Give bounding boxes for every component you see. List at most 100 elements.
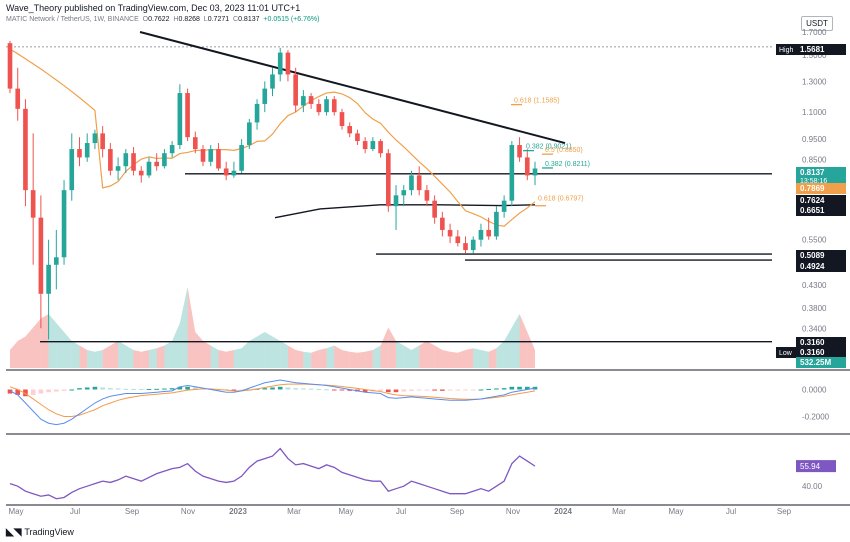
candle-body bbox=[316, 103, 322, 113]
macd-histogram-bar bbox=[277, 386, 283, 390]
volume-area-segment bbox=[457, 350, 466, 368]
macd-histogram-bar bbox=[231, 389, 237, 391]
volume-area-segment bbox=[380, 327, 389, 368]
macd-histogram-bar bbox=[30, 389, 36, 395]
fib-level-label: 0.382 (0.9021) bbox=[526, 144, 572, 151]
candle-body bbox=[30, 190, 36, 218]
candle-body bbox=[370, 141, 376, 150]
volume-area-segment bbox=[419, 341, 427, 368]
volume-area-segment bbox=[326, 345, 335, 368]
candle-body bbox=[440, 217, 445, 230]
candle-body bbox=[339, 112, 345, 127]
time-axis-label: 2023 bbox=[229, 507, 247, 516]
fib-level-label: 0.382 (0.8211) bbox=[545, 161, 590, 168]
candle-body bbox=[478, 229, 484, 240]
macd-histogram-bar bbox=[347, 389, 353, 391]
candle-body bbox=[100, 133, 105, 150]
fib-level-label: 0.5 (0.8850) bbox=[545, 147, 583, 154]
candle-body bbox=[501, 200, 507, 212]
candle-body bbox=[455, 236, 461, 244]
candle-body bbox=[108, 149, 113, 171]
macd-histogram-bar bbox=[339, 389, 345, 391]
macd-histogram-bar bbox=[108, 388, 113, 390]
candle-body bbox=[185, 93, 190, 138]
volume-area-segment bbox=[334, 345, 342, 368]
macd-histogram-bar bbox=[447, 389, 453, 391]
price-label-tag-box bbox=[776, 347, 798, 358]
macd-histogram-bar bbox=[424, 389, 430, 391]
macd-histogram-bar bbox=[501, 388, 507, 390]
candle-body bbox=[277, 52, 283, 75]
macd-signal-line bbox=[9, 383, 536, 417]
macd-histogram-bar bbox=[262, 388, 268, 390]
volume-area-segment bbox=[187, 287, 196, 368]
macd-histogram-bar bbox=[92, 386, 98, 390]
price-label-box bbox=[796, 250, 846, 261]
macd-histogram-bar bbox=[486, 388, 491, 390]
price-label-box bbox=[796, 261, 846, 272]
volume-area-segment bbox=[465, 348, 474, 368]
price-label-value: 0.3160 bbox=[800, 348, 825, 357]
candle-body bbox=[162, 153, 167, 167]
candle-body bbox=[223, 168, 229, 176]
footer-brand-label: TradingView bbox=[24, 527, 74, 537]
volume-area-segment bbox=[218, 350, 227, 368]
macd-line bbox=[9, 379, 536, 426]
candle-body bbox=[524, 157, 530, 176]
candle-body bbox=[247, 122, 252, 146]
candle-body bbox=[169, 145, 175, 154]
volume-area-segment bbox=[125, 345, 134, 368]
candle-body bbox=[285, 52, 291, 75]
time-axis-label: Nov bbox=[181, 507, 195, 516]
candle-body bbox=[154, 161, 160, 167]
price-label-box bbox=[796, 347, 846, 358]
currency-selector[interactable]: USDT bbox=[801, 16, 833, 31]
volume-area-segment bbox=[25, 327, 34, 368]
candle-body bbox=[393, 195, 399, 207]
volume-area-segment bbox=[172, 323, 180, 368]
price-tick-label: 1.3000 bbox=[802, 77, 827, 86]
volume-area-segment bbox=[434, 345, 443, 368]
volume-area-segment bbox=[527, 332, 535, 368]
candle-body bbox=[123, 153, 129, 167]
macd-histogram-bar bbox=[393, 389, 399, 393]
macd-histogram-bar bbox=[293, 388, 298, 390]
macd-histogram-bar bbox=[15, 389, 21, 395]
price-label-box bbox=[796, 357, 846, 368]
volume-area-segment bbox=[79, 345, 88, 368]
price-tick-label: 1.5000 bbox=[802, 51, 827, 60]
candle-body bbox=[54, 257, 59, 265]
macd-histogram-bar bbox=[54, 389, 59, 392]
volume-area-segment bbox=[48, 314, 57, 368]
volume-area-segment bbox=[349, 351, 358, 368]
fib-level-label: 0.618 (0.6797) bbox=[538, 196, 584, 203]
volume-area-segment bbox=[504, 327, 512, 368]
time-axis-label: Jul bbox=[726, 507, 736, 516]
descending-trendline bbox=[139, 31, 566, 145]
candle-body bbox=[262, 88, 268, 104]
candle-body bbox=[324, 99, 329, 113]
macd-histogram-bar bbox=[46, 389, 51, 393]
candle-body bbox=[115, 166, 121, 171]
macd-histogram-bar bbox=[409, 389, 414, 391]
volume-area-segment bbox=[341, 350, 350, 368]
volume-area-segment bbox=[10, 341, 18, 368]
price-label-value: 532.25M bbox=[800, 358, 831, 367]
volume-area-segment bbox=[264, 332, 273, 368]
candle-body bbox=[15, 88, 21, 109]
candle-body bbox=[486, 229, 491, 237]
candle-body bbox=[84, 143, 90, 158]
rsi-current-box bbox=[796, 460, 836, 473]
macd-histogram-bar bbox=[455, 389, 461, 391]
volume-area-segment bbox=[179, 287, 188, 368]
price-label-value: 0.7869 bbox=[800, 184, 825, 193]
macd-histogram-bar bbox=[517, 386, 522, 390]
candle-body bbox=[308, 96, 314, 104]
macd-histogram-bar bbox=[154, 388, 160, 390]
price-label-box bbox=[796, 337, 846, 348]
price-label-value: 0.3160 bbox=[800, 338, 825, 347]
volume-area-segment bbox=[148, 348, 157, 368]
time-axis-label: Sep bbox=[450, 507, 465, 516]
volume-area-segment bbox=[40, 314, 49, 368]
